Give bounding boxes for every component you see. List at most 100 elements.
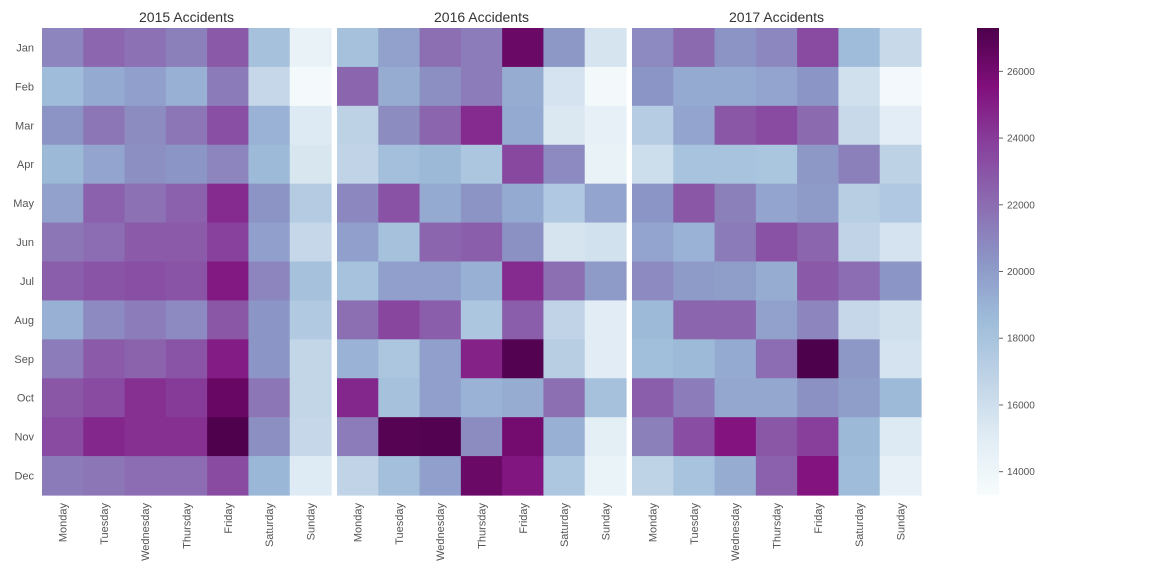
x-tick-label: Sunday: [600, 503, 612, 541]
heatmap-cell: [248, 300, 291, 340]
x-tick-label: Saturday: [559, 503, 571, 548]
heatmap-cell: [838, 378, 881, 418]
heatmap-cell: [124, 105, 167, 146]
heatmap-cell: [879, 417, 922, 457]
heatmap-panel-2: 2016 Accidents Monday Tuesday Wednesday Thur…: [337, 9, 627, 561]
x-tick-label: Thursday: [182, 503, 194, 549]
heatmap-cell: [165, 456, 208, 496]
heatmap-cell: [248, 28, 291, 68]
heatmap-cell: [838, 417, 881, 457]
heatmap-cell: [543, 456, 586, 496]
heatmap-cell: [460, 28, 503, 68]
heatmap-cell: [797, 183, 840, 224]
y-tick-label: Feb: [15, 81, 34, 93]
heatmap-cell: [289, 105, 332, 146]
x-tick-label: Wednesday: [730, 503, 742, 561]
heatmap-cell: [378, 28, 421, 68]
heatmap-cell: [714, 66, 757, 107]
heatmap-cell: [165, 222, 208, 263]
heatmap-cell: [714, 339, 757, 379]
heatmap-cell: [124, 183, 167, 224]
x-tick-label: Tuesday: [689, 503, 701, 545]
heatmap-cell: [673, 183, 716, 224]
heatmap-cell: [797, 339, 840, 379]
heatmap-cell: [124, 300, 167, 340]
heatmap-cell: [584, 183, 627, 224]
heatmap-cell: [289, 339, 332, 379]
y-tick-label: Apr: [17, 159, 34, 171]
heatmap-cell: [165, 183, 208, 224]
heatmap-cell: [797, 144, 840, 185]
heatmap-cell: [632, 378, 674, 418]
heatmap-cell: [124, 66, 167, 107]
heatmap-cell: [502, 144, 545, 185]
heatmap-cell: [673, 300, 716, 340]
y-tick-label: Jul: [20, 276, 34, 288]
heatmap-cell: [502, 222, 545, 263]
colorbar-tick-label: 26000: [1007, 67, 1035, 78]
heatmap-cell: [673, 339, 716, 379]
heatmap-cell: [419, 417, 462, 457]
heatmap-cell: [378, 417, 421, 457]
x-tick-label: Thursday: [477, 503, 489, 549]
heatmap-cell: [124, 456, 167, 496]
heatmap-cell: [165, 378, 208, 418]
heatmap-cell: [755, 144, 798, 185]
x-tick-label: Friday: [813, 503, 825, 534]
heatmap-cell: [83, 417, 126, 457]
heatmap-cell: [289, 378, 332, 418]
heatmap-cell: [248, 417, 291, 457]
heatmap-cell: [289, 417, 332, 457]
heatmap-cell: [42, 261, 84, 302]
heatmap-cell: [419, 222, 462, 263]
heatmap-cell: [879, 456, 922, 496]
heatmap-cell: [879, 300, 922, 340]
heatmap-cell: [714, 183, 757, 224]
heatmap-cell: [124, 417, 167, 457]
heatmap-panel-1: 2015 Accidents Jan Feb Mar Apr May Jun Jul Aug Se…: [13, 9, 332, 561]
heatmap-cell: [207, 222, 250, 263]
panel-title: 2017 Accidents: [729, 9, 824, 25]
heatmap-cell: [755, 28, 798, 68]
heatmap-cell: [207, 456, 250, 496]
x-tick-label: Friday: [518, 503, 530, 534]
heatmap-cell: [584, 28, 627, 68]
heatmap-cell: [543, 300, 586, 340]
colorbar-tick-label: 20000: [1007, 267, 1035, 278]
heatmap-cell: [584, 261, 627, 302]
heatmap-cell: [838, 105, 881, 146]
heatmap-cell: [714, 417, 757, 457]
y-tick-label: May: [13, 198, 34, 210]
y-tick-label: Oct: [17, 393, 34, 405]
heatmap-cell: [124, 144, 167, 185]
heatmap-cell: [419, 28, 462, 68]
heatmap-cell: [289, 144, 332, 185]
heatmap-cell: [83, 378, 126, 418]
heatmap-cell: [502, 105, 545, 146]
heatmap-cell: [632, 261, 674, 302]
heatmap-cell: [83, 222, 126, 263]
heatmap-cell: [207, 66, 250, 107]
heatmap-cell: [584, 339, 627, 379]
heatmap-cell: [419, 339, 462, 379]
colorbar-tick-label: 24000: [1007, 134, 1035, 145]
heatmap-cell: [83, 105, 126, 146]
heatmap-cell: [419, 66, 462, 107]
heatmap-cell: [337, 417, 379, 457]
heatmap-cell: [42, 66, 84, 107]
heatmap-cell: [378, 183, 421, 224]
heatmap-cell: [248, 456, 291, 496]
y-tick-label: Dec: [14, 471, 34, 483]
heatmap-cell: [248, 339, 291, 379]
heatmap-cell: [460, 222, 503, 263]
x-tick-label: Thursday: [772, 503, 784, 549]
heatmap-cell: [502, 456, 545, 496]
heatmap-cell: [289, 183, 332, 224]
heatmap-cell: [543, 66, 586, 107]
heatmap-cell: [879, 222, 922, 263]
x-tick-label: Monday: [648, 503, 660, 543]
colorbar-gradient: [977, 28, 999, 495]
heatmap-cell: [879, 105, 922, 146]
heatmap-cell: [838, 339, 881, 379]
heatmap-cell: [207, 105, 250, 146]
